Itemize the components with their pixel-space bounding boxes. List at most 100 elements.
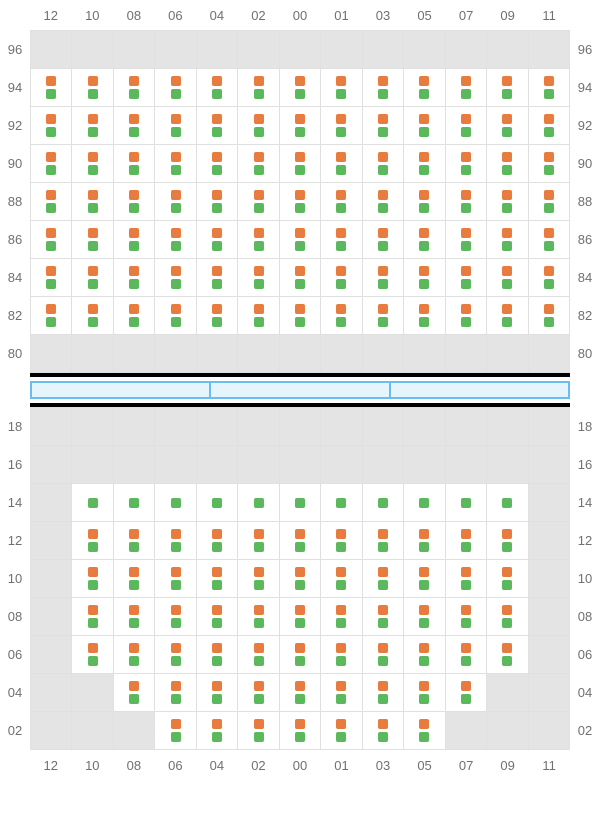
grid-cell[interactable] [280,107,321,145]
grid-cell[interactable] [404,69,445,107]
grid-cell[interactable] [321,145,362,183]
grid-cell[interactable] [280,484,321,522]
grid-cell[interactable] [321,560,362,598]
grid-cell[interactable] [529,221,570,259]
grid-cell[interactable] [321,183,362,221]
grid-cell[interactable] [155,522,196,560]
grid-cell[interactable] [404,712,445,750]
grid-cell[interactable] [197,221,238,259]
grid-cell[interactable] [487,221,528,259]
grid-cell[interactable] [31,145,72,183]
grid-cell[interactable] [238,145,279,183]
grid-cell[interactable] [446,69,487,107]
grid-cell[interactable] [446,107,487,145]
grid-cell[interactable] [363,183,404,221]
grid-cell[interactable] [72,69,113,107]
grid-cell[interactable] [363,259,404,297]
grid-cell[interactable] [31,69,72,107]
grid-cell[interactable] [363,69,404,107]
grid-cell[interactable] [114,145,155,183]
grid-cell[interactable] [155,484,196,522]
grid-cell[interactable] [155,297,196,335]
grid-cell[interactable] [404,598,445,636]
grid-cell[interactable] [197,712,238,750]
grid-cell[interactable] [404,297,445,335]
grid-cell[interactable] [72,259,113,297]
grid-cell[interactable] [72,636,113,674]
grid-cell[interactable] [487,107,528,145]
grid-cell[interactable] [238,183,279,221]
grid-cell[interactable] [72,522,113,560]
grid-cell[interactable] [238,636,279,674]
grid-cell[interactable] [238,598,279,636]
grid-cell[interactable] [72,484,113,522]
grid-cell[interactable] [197,522,238,560]
grid-cell[interactable] [404,560,445,598]
grid-cell[interactable] [114,522,155,560]
grid-cell[interactable] [404,522,445,560]
grid-cell[interactable] [363,598,404,636]
grid-cell[interactable] [321,297,362,335]
grid-cell[interactable] [487,560,528,598]
grid-cell[interactable] [155,69,196,107]
grid-cell[interactable] [72,297,113,335]
grid-cell[interactable] [31,297,72,335]
grid-cell[interactable] [363,221,404,259]
grid-cell[interactable] [197,297,238,335]
grid-cell[interactable] [321,484,362,522]
grid-cell[interactable] [197,674,238,712]
grid-cell[interactable] [238,107,279,145]
grid-cell[interactable] [363,145,404,183]
grid-cell[interactable] [446,560,487,598]
grid-cell[interactable] [155,712,196,750]
grid-cell[interactable] [321,107,362,145]
grid-cell[interactable] [197,69,238,107]
grid-cell[interactable] [72,145,113,183]
grid-cell[interactable] [446,221,487,259]
grid-cell[interactable] [197,183,238,221]
grid-cell[interactable] [529,297,570,335]
grid-cell[interactable] [114,560,155,598]
grid-cell[interactable] [280,674,321,712]
grid-cell[interactable] [155,598,196,636]
grid-cell[interactable] [404,183,445,221]
grid-cell[interactable] [114,221,155,259]
grid-cell[interactable] [114,259,155,297]
grid-cell[interactable] [238,712,279,750]
grid-cell[interactable] [238,297,279,335]
grid-cell[interactable] [404,145,445,183]
grid-cell[interactable] [31,183,72,221]
grid-cell[interactable] [446,297,487,335]
grid-cell[interactable] [280,712,321,750]
grid-cell[interactable] [114,674,155,712]
grid-cell[interactable] [487,522,528,560]
grid-cell[interactable] [446,183,487,221]
grid-cell[interactable] [280,560,321,598]
grid-cell[interactable] [238,560,279,598]
grid-cell[interactable] [529,107,570,145]
grid-cell[interactable] [238,259,279,297]
grid-cell[interactable] [280,221,321,259]
grid-cell[interactable] [280,297,321,335]
grid-cell[interactable] [280,522,321,560]
grid-cell[interactable] [31,259,72,297]
grid-cell[interactable] [529,145,570,183]
grid-cell[interactable] [487,259,528,297]
grid-cell[interactable] [321,259,362,297]
grid-cell[interactable] [446,636,487,674]
grid-cell[interactable] [114,107,155,145]
grid-cell[interactable] [280,145,321,183]
grid-cell[interactable] [197,259,238,297]
grid-cell[interactable] [321,636,362,674]
grid-cell[interactable] [363,522,404,560]
grid-cell[interactable] [529,69,570,107]
grid-cell[interactable] [114,636,155,674]
grid-cell[interactable] [363,674,404,712]
grid-cell[interactable] [72,183,113,221]
grid-cell[interactable] [404,107,445,145]
grid-cell[interactable] [363,484,404,522]
grid-cell[interactable] [72,221,113,259]
grid-cell[interactable] [363,297,404,335]
grid-cell[interactable] [446,484,487,522]
grid-cell[interactable] [321,69,362,107]
